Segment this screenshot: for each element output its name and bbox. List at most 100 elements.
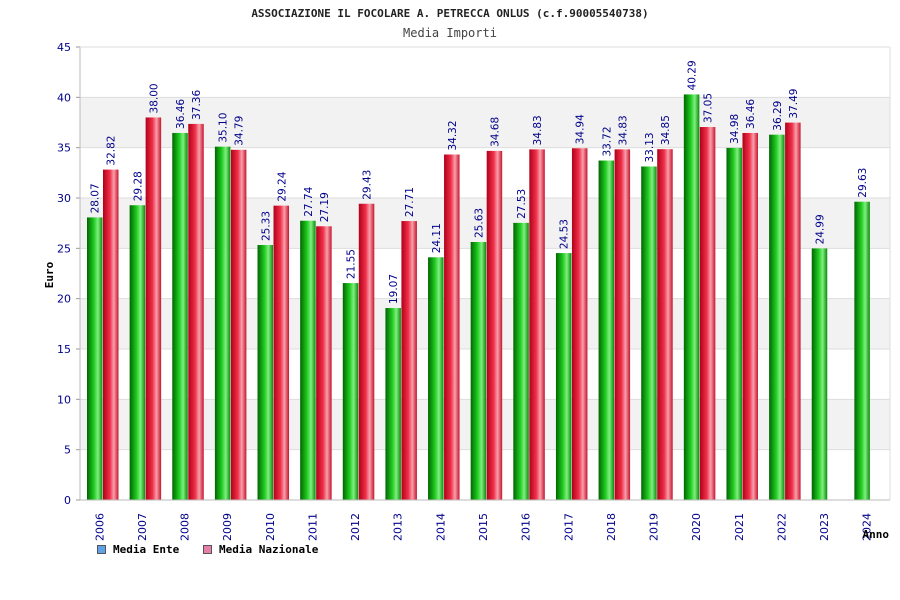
data-label: 33.13 [644,132,656,162]
grid-band [80,47,890,98]
x-tick-label: 2020 [690,513,703,541]
y-tick-label: 40 [57,91,71,104]
x-tick-label: 2008 [179,513,192,541]
data-label: 34.85 [660,115,672,145]
data-label: 34.94 [575,114,587,144]
bar-media-nazionale-2007 [145,117,162,500]
x-tick-label: 2023 [818,513,831,541]
x-tick-label: 2018 [605,513,618,541]
y-tick-label: 30 [57,192,71,205]
legend-swatch-media-nazionale [203,545,212,554]
x-tick-label: 2022 [775,513,788,541]
data-label: 36.46 [745,99,757,129]
data-label: 40.29 [687,60,699,90]
data-label: 29.24 [276,171,288,201]
data-label: 36.29 [772,101,784,131]
legend-item-media-ente: Media Ente [97,543,179,556]
data-label: 33.72 [601,126,613,156]
x-tick-label: 2017 [562,513,575,541]
bar-media-ente-2022 [769,134,785,500]
bar-media-ente-2018 [598,160,615,500]
data-label: 37.36 [191,90,203,120]
data-label: 36.46 [175,99,187,129]
y-tick-label: 35 [57,142,71,155]
x-tick-label: 2021 [733,513,746,541]
bar-media-nazionale-2017 [571,148,588,500]
data-label: 27.71 [404,187,416,217]
bar-media-nazionale-2021 [742,132,758,500]
data-label: 27.74 [303,186,315,216]
x-tick-label: 2016 [520,513,533,541]
x-tick-label: 2015 [477,513,490,541]
data-label: 34.83 [532,115,544,145]
bar-media-ente-2014 [428,257,444,500]
chart-title: ASSOCIAZIONE IL FOCOLARE A. PETRECCA ONL… [251,7,648,20]
data-label: 27.53 [516,189,528,219]
bar-media-nazionale-2011 [316,226,332,500]
x-tick-label: 2007 [136,513,149,541]
bar-media-ente-2011 [300,220,316,500]
bar-media-nazionale-2016 [529,149,545,501]
data-label: 38.00 [148,83,160,113]
y-tick-label: 15 [57,343,71,356]
legend-swatch-media-ente [97,545,106,554]
data-label: 19.07 [388,274,400,304]
x-tick-label: 2010 [264,513,277,541]
bar-media-ente-2015 [470,241,487,500]
legend-label-media-ente: Media Ente [113,543,180,556]
bar-media-ente-2024 [854,201,870,500]
bar-media-ente-2012 [342,283,359,500]
bar-media-nazionale-2019 [657,149,673,500]
x-tick-label: 2011 [306,513,319,541]
data-label: 28.07 [90,183,102,213]
legend-item-media-nazionale: Media Nazionale [203,543,318,556]
x-tick-label: 2014 [434,513,447,541]
bar-media-ente-2007 [129,205,146,501]
data-label: 32.82 [106,136,118,166]
y-tick-label: 10 [57,393,71,406]
bar-media-ente-2023 [811,248,828,500]
data-labels: 28.07 32.82 29.28 38.00 36.46 37.36 35.10 34.79… [90,60,869,304]
bar-media-nazionale-2022 [785,122,801,500]
axes: 0 5 10 15 20 25 30 35 40 45 2006 2007 2008 2009 2010 20… [57,41,891,541]
x-tick-label: 2019 [648,513,661,541]
data-label: 24.99 [814,214,826,244]
data-label: 34.32 [447,120,459,150]
data-label: 29.63 [857,168,869,198]
data-label: 29.43 [362,170,374,200]
data-label: 34.83 [617,115,629,145]
bar-media-nazionale-2014 [444,154,460,500]
x-tick-label: 2006 [93,513,106,541]
data-label: 37.05 [703,93,715,123]
data-label: 34.98 [729,114,741,144]
y-tick-label: 45 [57,41,71,54]
bar-media-nazionale-2010 [273,205,290,500]
bar-media-ente-2006 [87,217,103,501]
bar-media-nazionale-2018 [614,149,631,501]
data-label: 34.79 [234,116,246,146]
x-tick-label: 2013 [392,513,405,541]
data-label: 29.28 [132,171,144,201]
data-label: 24.11 [431,223,443,253]
data-label: 34.68 [489,117,501,147]
bar-media-nazionale-2006 [103,169,119,500]
y-axis-label: Euro [43,261,56,288]
bar-media-ente-2019 [641,166,657,500]
bar-media-ente-2021 [726,147,742,501]
x-tick-label: 2012 [349,513,362,541]
data-label: 25.63 [473,208,485,238]
x-tick-label: 2009 [221,513,234,541]
bars [87,94,870,501]
bar-media-ente-2009 [214,146,231,500]
bar-media-ente-2008 [172,132,188,500]
chart-subtitle: Media Importi [403,26,497,40]
y-tick-label: 5 [64,444,71,457]
bar-media-nazionale-2008 [188,123,204,500]
bar-media-ente-2017 [555,253,572,500]
bar-media-ente-2010 [257,245,274,500]
legend-label-media-nazionale: Media Nazionale [219,543,319,556]
bar-media-nazionale-2013 [401,221,417,500]
bar-media-nazionale-2015 [486,150,503,500]
bar-media-ente-2016 [513,222,529,500]
